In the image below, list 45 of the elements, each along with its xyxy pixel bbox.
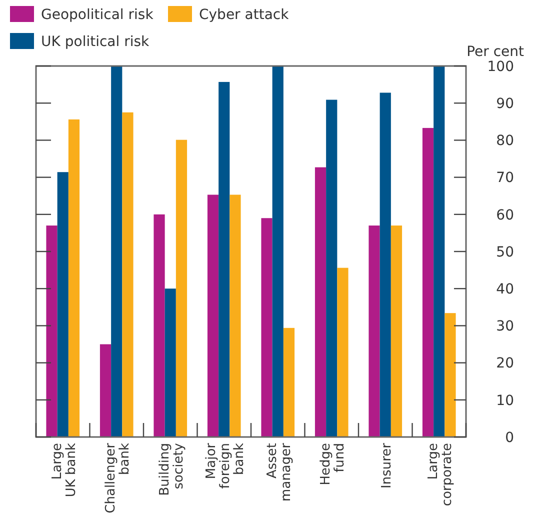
y-tick-label: 90 <box>496 96 514 112</box>
bar <box>314 167 326 437</box>
bar <box>122 112 134 437</box>
legend-label: UK political risk <box>41 34 150 50</box>
bar <box>46 226 58 437</box>
bar <box>230 194 241 437</box>
y-tick-label: 60 <box>496 207 514 224</box>
bar <box>207 194 219 437</box>
bar <box>326 100 338 437</box>
bar <box>283 328 295 437</box>
y-tick-label: 0 <box>505 430 514 446</box>
y-tick-label: 80 <box>496 133 514 150</box>
legend-label: Cyber attack <box>199 6 290 23</box>
bar <box>444 313 456 437</box>
bar <box>57 172 68 437</box>
bar <box>164 288 176 437</box>
bar <box>218 82 230 437</box>
x-tick-label: Challenger bank <box>104 442 133 514</box>
bar <box>111 66 122 437</box>
legend-label: Geopolitical risk <box>41 6 154 23</box>
bar <box>422 128 434 437</box>
x-tick-label: Hedge fund <box>318 443 348 486</box>
bar <box>368 226 380 437</box>
bar <box>261 218 272 437</box>
y-tick-label: 40 <box>496 282 514 298</box>
bar <box>100 344 112 437</box>
bar <box>337 268 348 437</box>
y-tick-label: 10 <box>496 392 514 409</box>
x-tick-label: Large UK bank <box>50 442 79 498</box>
y-tick-label: 50 <box>496 244 514 260</box>
bar <box>176 140 188 437</box>
bar <box>390 226 402 437</box>
bar <box>380 92 391 437</box>
x-tick-label: Major foreign bank <box>204 442 248 489</box>
y-tick-label: 20 <box>496 356 514 372</box>
bar <box>434 66 445 437</box>
bar <box>272 66 284 437</box>
y-tick-label: 70 <box>496 170 514 186</box>
y-tick-label: 30 <box>496 318 514 335</box>
y-tick-label: 100 <box>487 58 514 75</box>
x-tick-label: Insurer <box>379 442 394 488</box>
bar <box>68 119 80 437</box>
y-axis-title: Per cent <box>466 44 525 60</box>
bar <box>154 214 165 437</box>
x-tick-label: Large corporate <box>426 443 456 506</box>
